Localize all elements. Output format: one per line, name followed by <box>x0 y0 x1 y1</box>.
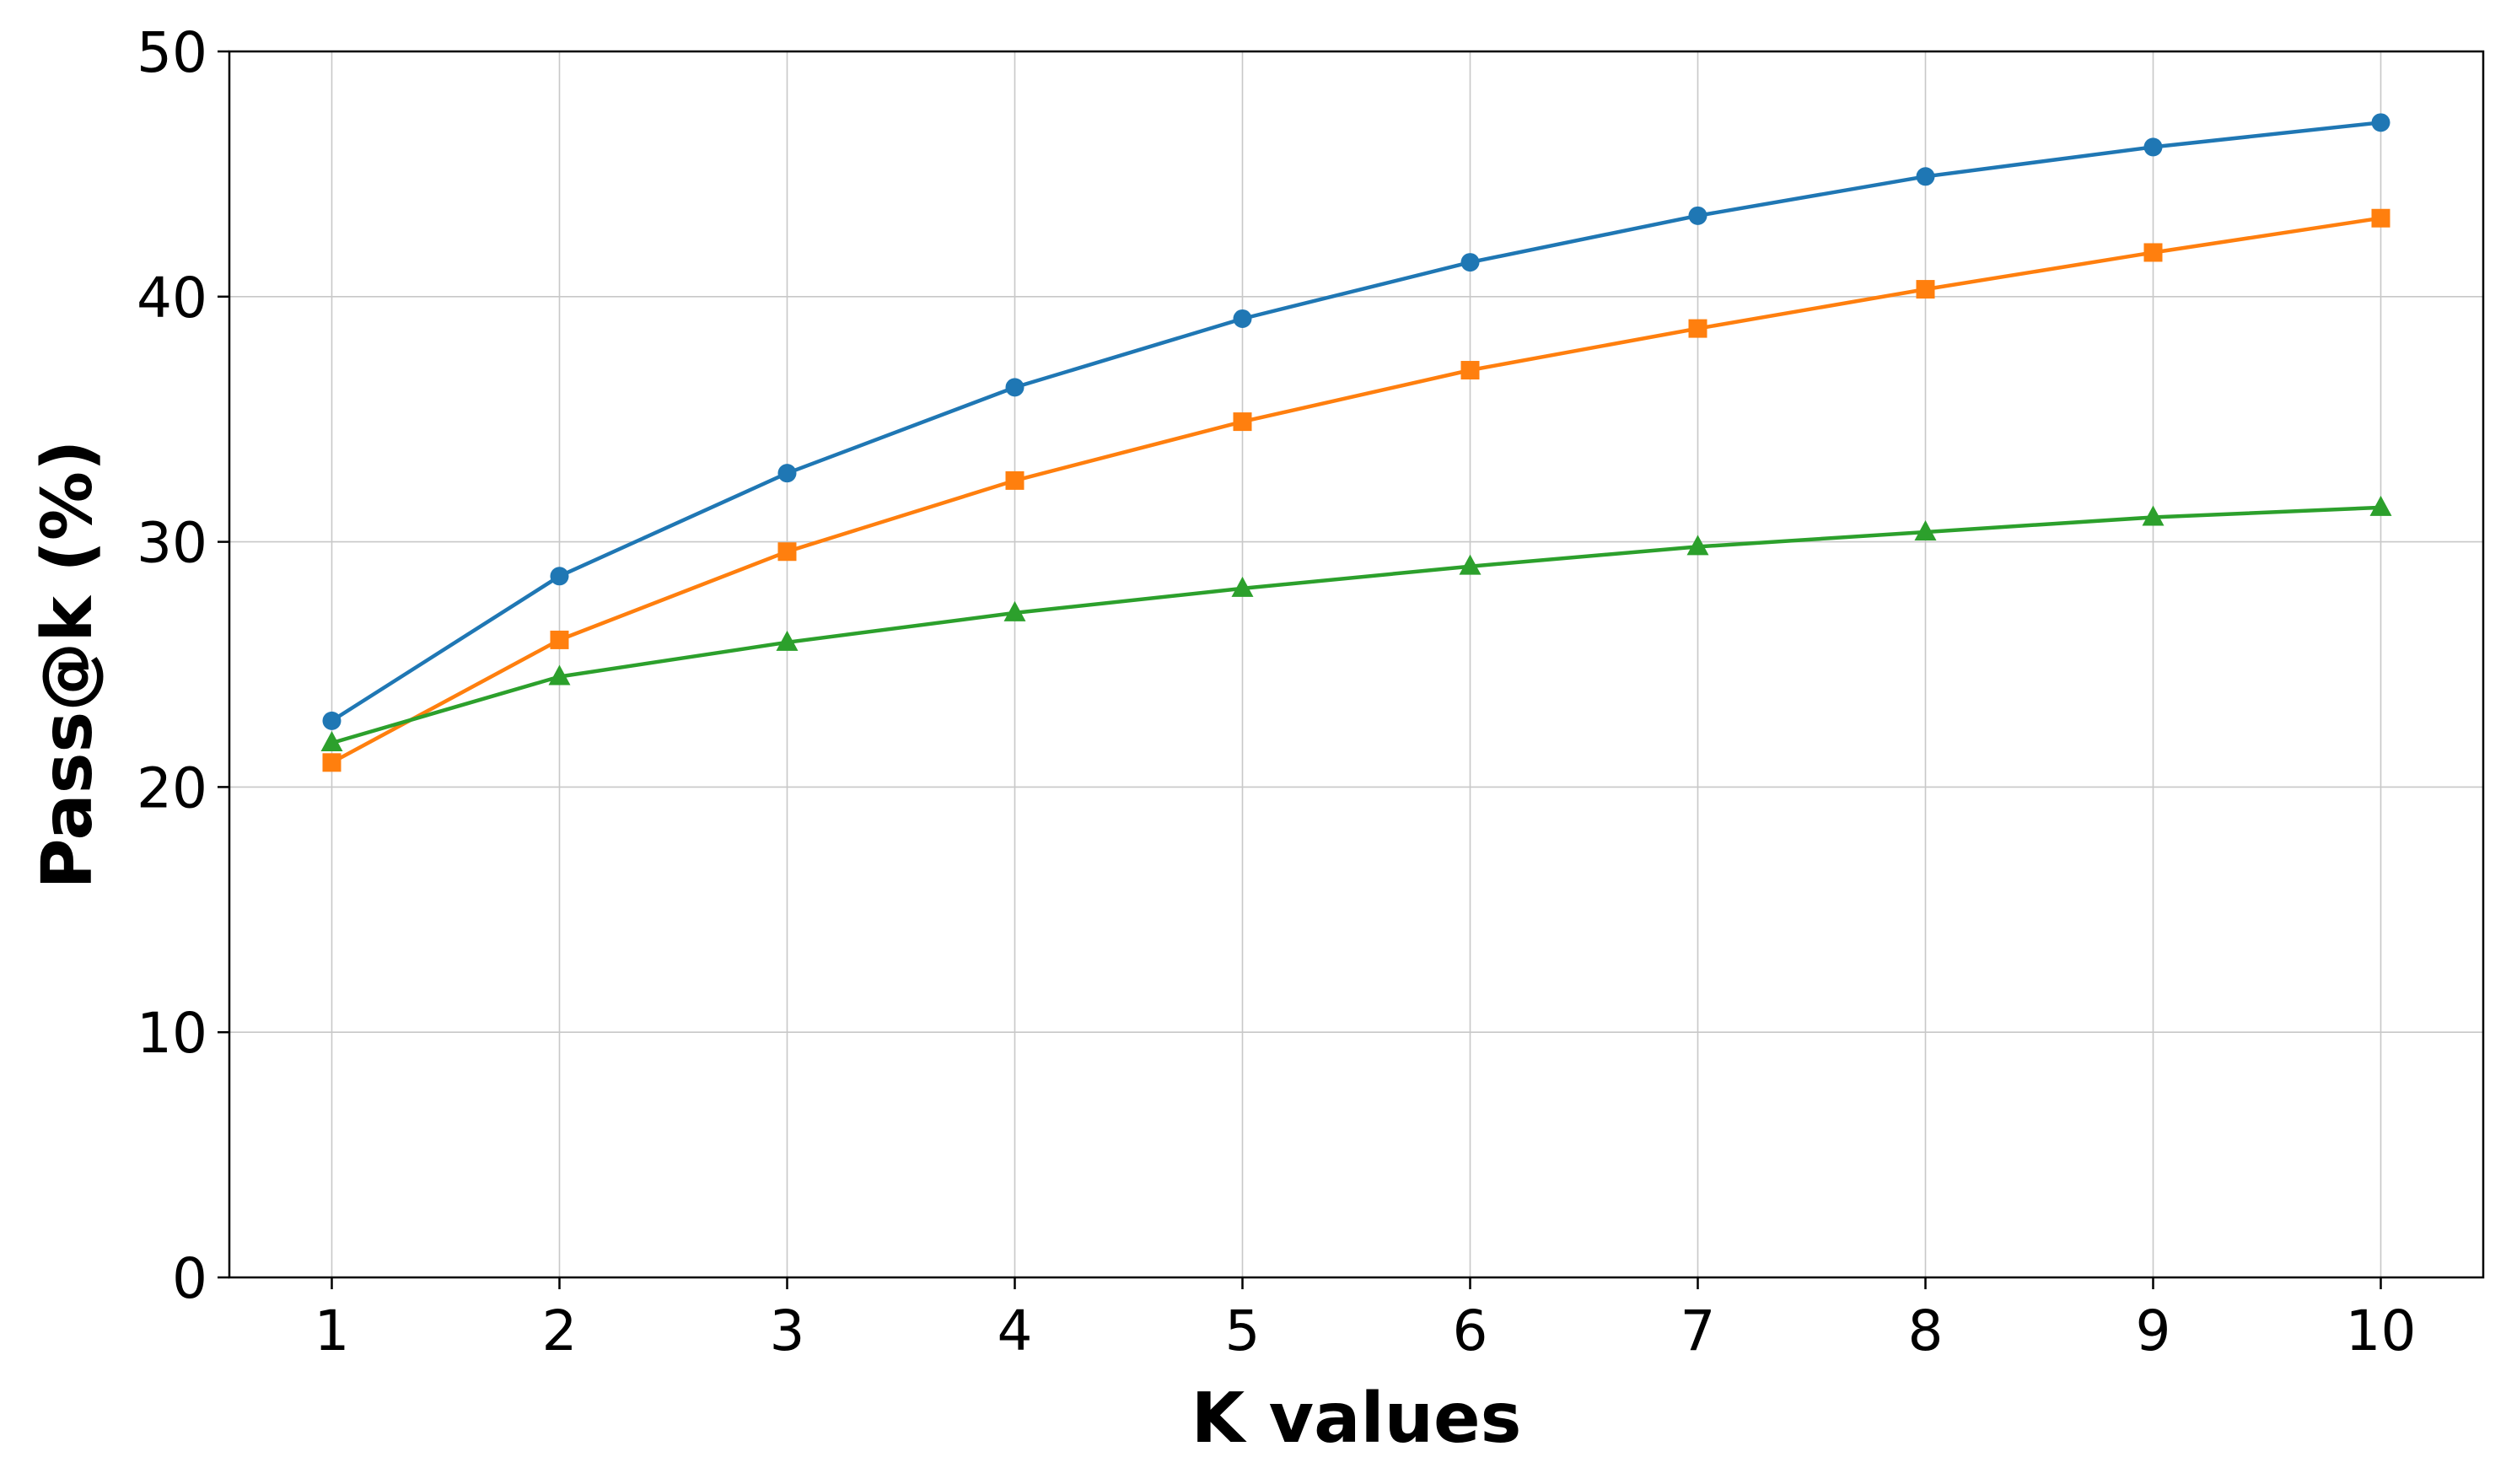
data-point <box>2369 495 2392 516</box>
y-tick-label: 20 <box>137 755 207 820</box>
x-tick-label: 6 <box>1453 1298 1488 1363</box>
data-point <box>777 542 797 562</box>
data-point <box>1688 319 1707 338</box>
data-point <box>1914 519 1937 540</box>
series-line <box>330 121 2383 723</box>
x-tick-label: 9 <box>2136 1298 2171 1363</box>
axis-tick-labels: 1 2 3 4 5 6 7 8 9 10 0 10 20 30 40 50 <box>137 20 2416 1363</box>
x-tick-label: 3 <box>770 1298 805 1363</box>
data-point <box>1916 280 1935 299</box>
y-tick-label: 30 <box>137 511 207 576</box>
data-point <box>1233 412 1252 432</box>
x-tick-label: 5 <box>1225 1298 1261 1363</box>
data-point <box>1003 600 1026 621</box>
data-point <box>1460 361 1480 380</box>
x-tick-label: 7 <box>1681 1298 1716 1363</box>
x-tick-label: 2 <box>542 1298 578 1363</box>
series-3 <box>320 495 2392 752</box>
y-tick-label: 0 <box>172 1246 207 1311</box>
data-point <box>550 567 569 586</box>
axis-ticks <box>218 50 2382 1289</box>
y-tick-label: 10 <box>137 1001 207 1066</box>
data-point <box>1459 554 1482 575</box>
data-point <box>1231 576 1254 597</box>
series-2 <box>322 208 2390 772</box>
data-point <box>1686 535 1709 556</box>
data-point <box>2142 505 2165 526</box>
data-point <box>777 464 797 483</box>
y-axis-label: Pass@k (%) <box>28 439 108 889</box>
grid-lines <box>229 51 2483 1277</box>
data-point <box>1460 253 1480 272</box>
x-tick-label: 4 <box>998 1298 1033 1363</box>
data-point <box>1916 167 1935 186</box>
x-tick-label: 1 <box>315 1298 350 1363</box>
plot-area-frame <box>228 50 2485 1279</box>
data-point <box>2143 137 2163 157</box>
data-point <box>1005 470 1024 490</box>
data-point <box>2371 113 2390 132</box>
data-point <box>320 731 343 752</box>
series-line <box>330 505 2383 745</box>
data-point <box>1005 378 1024 397</box>
data-point <box>776 630 799 651</box>
x-tick-label: 8 <box>1908 1298 1944 1363</box>
data-point <box>322 753 341 772</box>
data-point <box>1688 206 1707 225</box>
series-line <box>330 216 2383 765</box>
x-tick-label: 10 <box>2346 1298 2417 1363</box>
series-1 <box>322 113 2390 730</box>
data-point <box>550 630 569 649</box>
data-point <box>1233 309 1252 328</box>
data-point <box>548 664 571 686</box>
data-point <box>2143 243 2163 262</box>
data-point <box>2371 208 2390 228</box>
x-axis-label: K values <box>1191 1379 1522 1459</box>
y-tick-label: 40 <box>137 266 207 331</box>
y-tick-label: 50 <box>137 20 207 85</box>
data-point <box>322 711 341 730</box>
data-series <box>320 113 2392 772</box>
